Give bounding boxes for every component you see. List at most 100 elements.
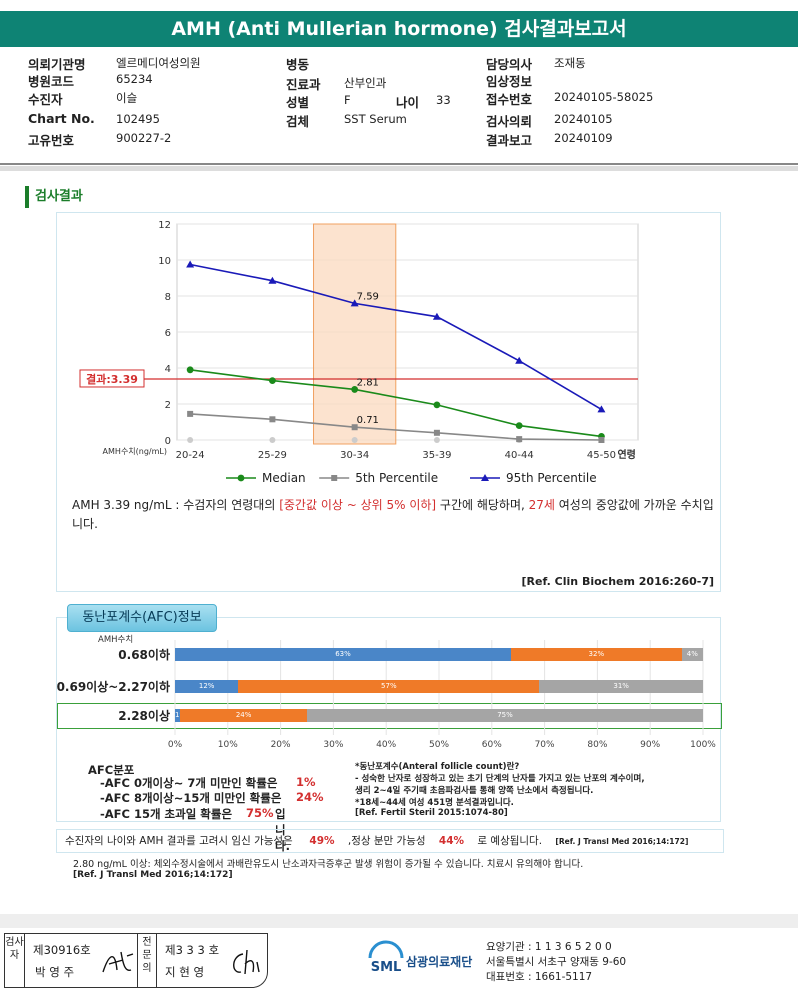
highlight-band <box>313 223 397 445</box>
afc-axis-tick: 30% <box>323 740 344 750</box>
afc-highlight-row <box>57 703 722 729</box>
median-point <box>269 377 276 384</box>
specialist-license: 제3 3 3 호 <box>165 943 220 957</box>
afc-axis-tick: 60% <box>481 740 502 750</box>
afc-probability-text: -AFC 15개 초과일 확률은 <box>100 807 233 821</box>
specialist-signature <box>233 949 260 975</box>
x-tick-dot <box>351 437 358 443</box>
afc-bar: 12% 57% 31% <box>175 680 703 693</box>
afc-probability-suffix: 입니다. <box>275 807 290 853</box>
result-comment: AMH 3.39 ng/mL : 수검자의 연령대의 [중간값 이상 ~ 상위 … <box>72 496 717 534</box>
legend-label: 5th Percentile <box>355 471 438 485</box>
y-tick-label: 12 <box>158 220 171 231</box>
point-data-label: 0.71 <box>357 415 379 426</box>
x-tick-dot <box>269 437 276 443</box>
pregnancy-text-3: 로 예상됩니다. <box>477 835 543 847</box>
x-tick-label: 25-29 <box>258 450 287 461</box>
afc-probability: -AFC 8개이상~15개 미만인 확률은 24% <box>100 790 324 806</box>
p5-point <box>433 429 440 436</box>
afc-note-line: - 성숙한 난자로 성장하고 있는 초기 단계의 난자를 가지고 있는 난포의 … <box>355 774 645 784</box>
afc-row-label: 0.68이하 <box>118 648 170 662</box>
info-label: 수진자 <box>28 92 63 107</box>
series-line-1 <box>190 413 602 441</box>
p95-point <box>432 312 441 320</box>
info-label: Chart No. <box>28 111 95 126</box>
info-value: F <box>344 93 351 107</box>
p95-point <box>515 356 524 364</box>
info-value: 65234 <box>116 72 153 86</box>
pregnancy-text-1: 수진자의 나이와 AMH 결과를 고려시 임신 가능성은 <box>65 835 293 847</box>
lab-address: 서울특별시 서초구 양재동 9-60 <box>486 956 627 968</box>
series-line-0 <box>190 369 602 438</box>
x-tick-label: 20-24 <box>176 450 205 461</box>
result-label-box <box>79 369 145 388</box>
afc-bar-segment: 1% <box>175 709 181 722</box>
p5-point <box>269 416 276 423</box>
inspector-label: 검사자 <box>5 934 25 987</box>
p5-point <box>516 436 523 443</box>
pregnancy-ref: [Ref. J Transl Med 2016;14:172] <box>555 837 689 846</box>
afc-bar: 63% 32% 4% <box>175 648 703 661</box>
info-value: 20240109 <box>554 131 613 145</box>
afc-bar-segment: 63% <box>175 648 511 661</box>
afc-probability-pct: 1% <box>296 775 316 789</box>
info-label: 성별 <box>286 95 310 110</box>
afc-axis-tick: 10% <box>217 740 238 750</box>
legend-marker <box>481 474 489 481</box>
afc-tab: 동난포계수(AFC)정보 <box>67 604 217 632</box>
point-data-label: 2.81 <box>357 377 379 388</box>
afc-probability-text: -AFC 8개이상~15개 미만인 확률은 <box>100 791 282 805</box>
section-title: 검사결과 <box>25 186 83 208</box>
afc-axis-tick: 40% <box>376 740 397 750</box>
afc-probability: -AFC 0개이상~ 7개 미만인 확률은 1% <box>100 775 316 791</box>
info-value: 900227-2 <box>116 131 172 145</box>
comment-text-1: AMH 3.39 ng/mL : 수검자의 연령대의 <box>72 498 280 512</box>
afc-bar-segment: 75% <box>306 709 703 722</box>
y-tick-label: 0 <box>165 436 171 447</box>
inspector-license: 제30916호 <box>33 943 91 957</box>
p5-point <box>351 424 358 431</box>
comment-age: 27세 <box>528 498 555 512</box>
median-point <box>186 366 194 374</box>
info-label: 접수번호 <box>486 92 533 107</box>
info-value: SST Serum <box>344 112 407 126</box>
afc-probability: -AFC 15개 초과일 확률은 75% 입니다. <box>100 806 290 853</box>
svg-text:SML: SML <box>371 960 402 975</box>
info-label: 결과보고 <box>486 133 533 148</box>
lab-name: 삼광의료재단 <box>406 955 473 969</box>
afc-axis-tick: 0% <box>167 740 183 750</box>
afc-probability-text: -AFC 0개이상~ 7개 미만인 확률은 <box>100 776 278 790</box>
afc-probability-pct: 75% <box>246 806 274 820</box>
afc-bar-segment: 31% <box>539 680 703 693</box>
info-value: 20240105-58025 <box>554 90 654 104</box>
info-label: 검사의뢰 <box>486 114 533 129</box>
info-value: 이슬 <box>116 91 138 105</box>
afc-note-line: *18세~44세 여성 451명 분석결과입니다. <box>355 798 514 808</box>
y-tick-label: 10 <box>158 256 171 267</box>
y-tick-label: 4 <box>165 364 171 375</box>
afc-dist-title: AFC분포 <box>88 763 135 777</box>
x-tick-label: 40-44 <box>505 450 534 461</box>
ohss-ref: [Ref. J Transl Med 2016;14:172] <box>73 870 233 880</box>
pregnancy-estimate: 수진자의 나이와 AMH 결과를 고려시 임신 가능성은 49% ,정상 분만 … <box>56 829 724 853</box>
legend-marker <box>237 474 245 482</box>
pregnancy-text-2: ,정상 분만 가능성 <box>347 835 426 847</box>
series-line-2 <box>189 263 602 411</box>
afc-note-line: 생리 2~4일 주기때 초음파검사를 통해 양쪽 난소에서 측정됩니다. <box>355 786 594 796</box>
y-tick-label: 6 <box>165 328 171 339</box>
x-end-label: 연령 <box>617 448 635 461</box>
afc-note-line: [Ref. Fertil Steril 2015:1074-80] <box>355 808 508 818</box>
info-label: 나이 <box>396 95 420 110</box>
x-tick-dot <box>433 437 440 443</box>
comment-range: [중간값 이상 ~ 상위 5% 이하] <box>279 498 437 512</box>
comment-ref: [Ref. Clin Biochem 2016:260-7] <box>521 575 714 588</box>
point-data-label: 7.59 <box>357 291 379 302</box>
x-unit-label: AMH수치(ng/mL) <box>103 447 167 456</box>
y-tick-label: 8 <box>165 292 171 303</box>
legend-label: Median <box>262 471 306 485</box>
info-label: 의뢰기관명 <box>28 57 86 72</box>
afc-bar-segment: 57% <box>238 680 540 693</box>
x-tick-dot <box>187 437 194 443</box>
afc-axis-tick: 100% <box>690 740 716 750</box>
afc-axis-tick: 90% <box>640 740 661 750</box>
